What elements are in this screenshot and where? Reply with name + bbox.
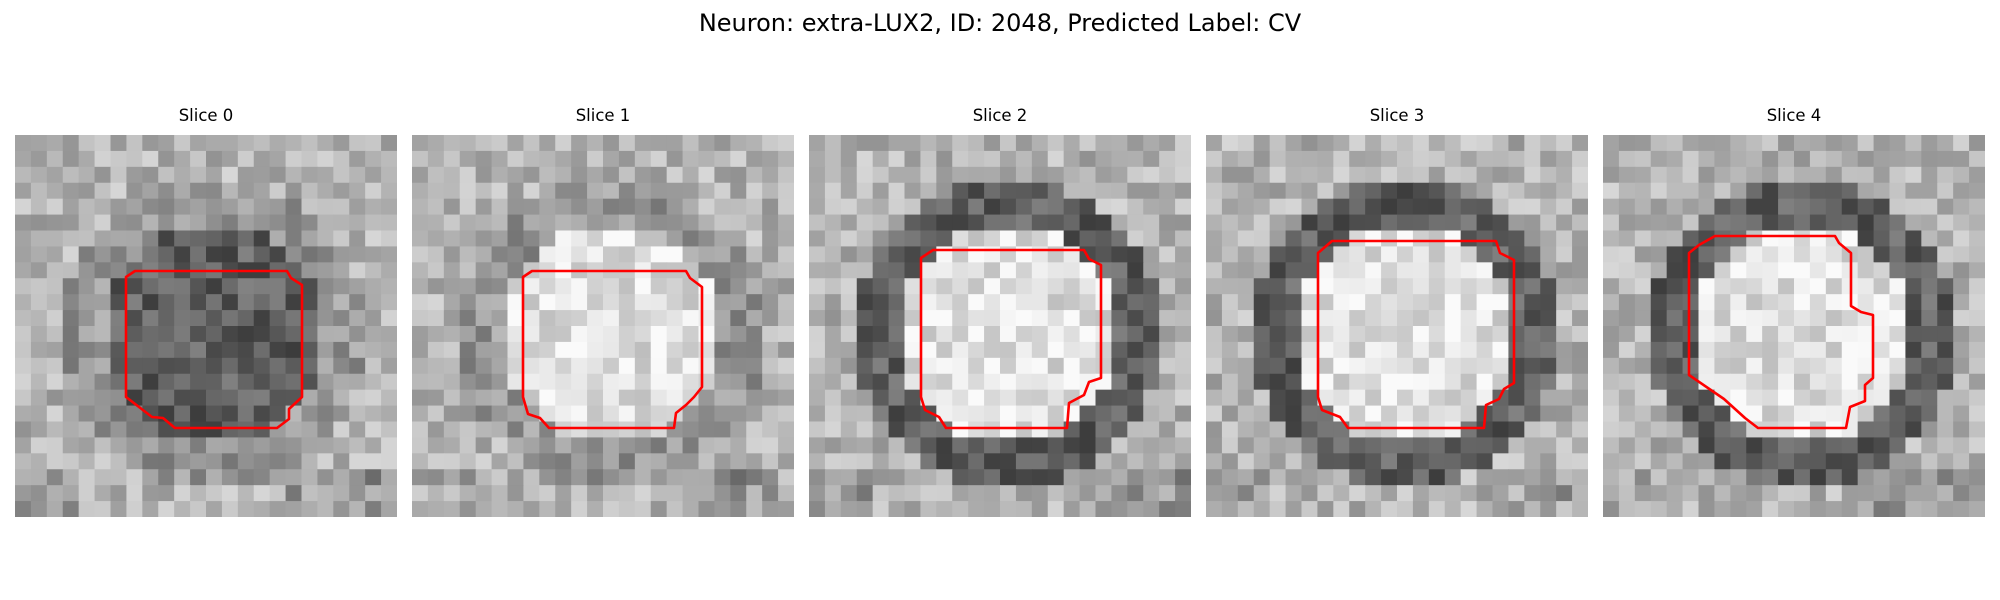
- slice-image-2: [809, 135, 1191, 517]
- slice-image-0: [15, 135, 397, 517]
- roi-contour: [919, 248, 1103, 430]
- slice-image-3: [1206, 135, 1588, 517]
- pixel-grid: [412, 135, 794, 517]
- pixel-grid: [15, 135, 397, 517]
- slice-panel-1: Slice 1: [412, 106, 794, 517]
- figure-title: Neuron: extra-LUX2, ID: 2048, Predicted …: [698, 9, 1302, 37]
- roi-contour: [1316, 239, 1516, 430]
- pixel-grid: [809, 135, 1191, 517]
- roi-contour: [124, 269, 304, 430]
- slice-image-4: [1603, 135, 1985, 517]
- slice-image-1: [412, 135, 794, 517]
- slice-panel-0: Slice 0: [15, 106, 397, 517]
- pixel-grid: [1603, 135, 1985, 517]
- slice-title-2: Slice 2: [972, 106, 1028, 125]
- slice-title-1: Slice 1: [575, 106, 631, 125]
- slice-panel-3: Slice 3: [1206, 106, 1588, 517]
- slice-title-0: Slice 0: [178, 106, 234, 125]
- slice-panel-4: Slice 4: [1603, 106, 1985, 517]
- roi-contour: [521, 269, 704, 430]
- slice-title-4: Slice 4: [1766, 106, 1822, 125]
- pixel-grid: [1206, 135, 1588, 517]
- roi-contour: [1687, 234, 1875, 430]
- slice-panel-2: Slice 2: [809, 106, 1191, 517]
- slice-title-3: Slice 3: [1369, 106, 1425, 125]
